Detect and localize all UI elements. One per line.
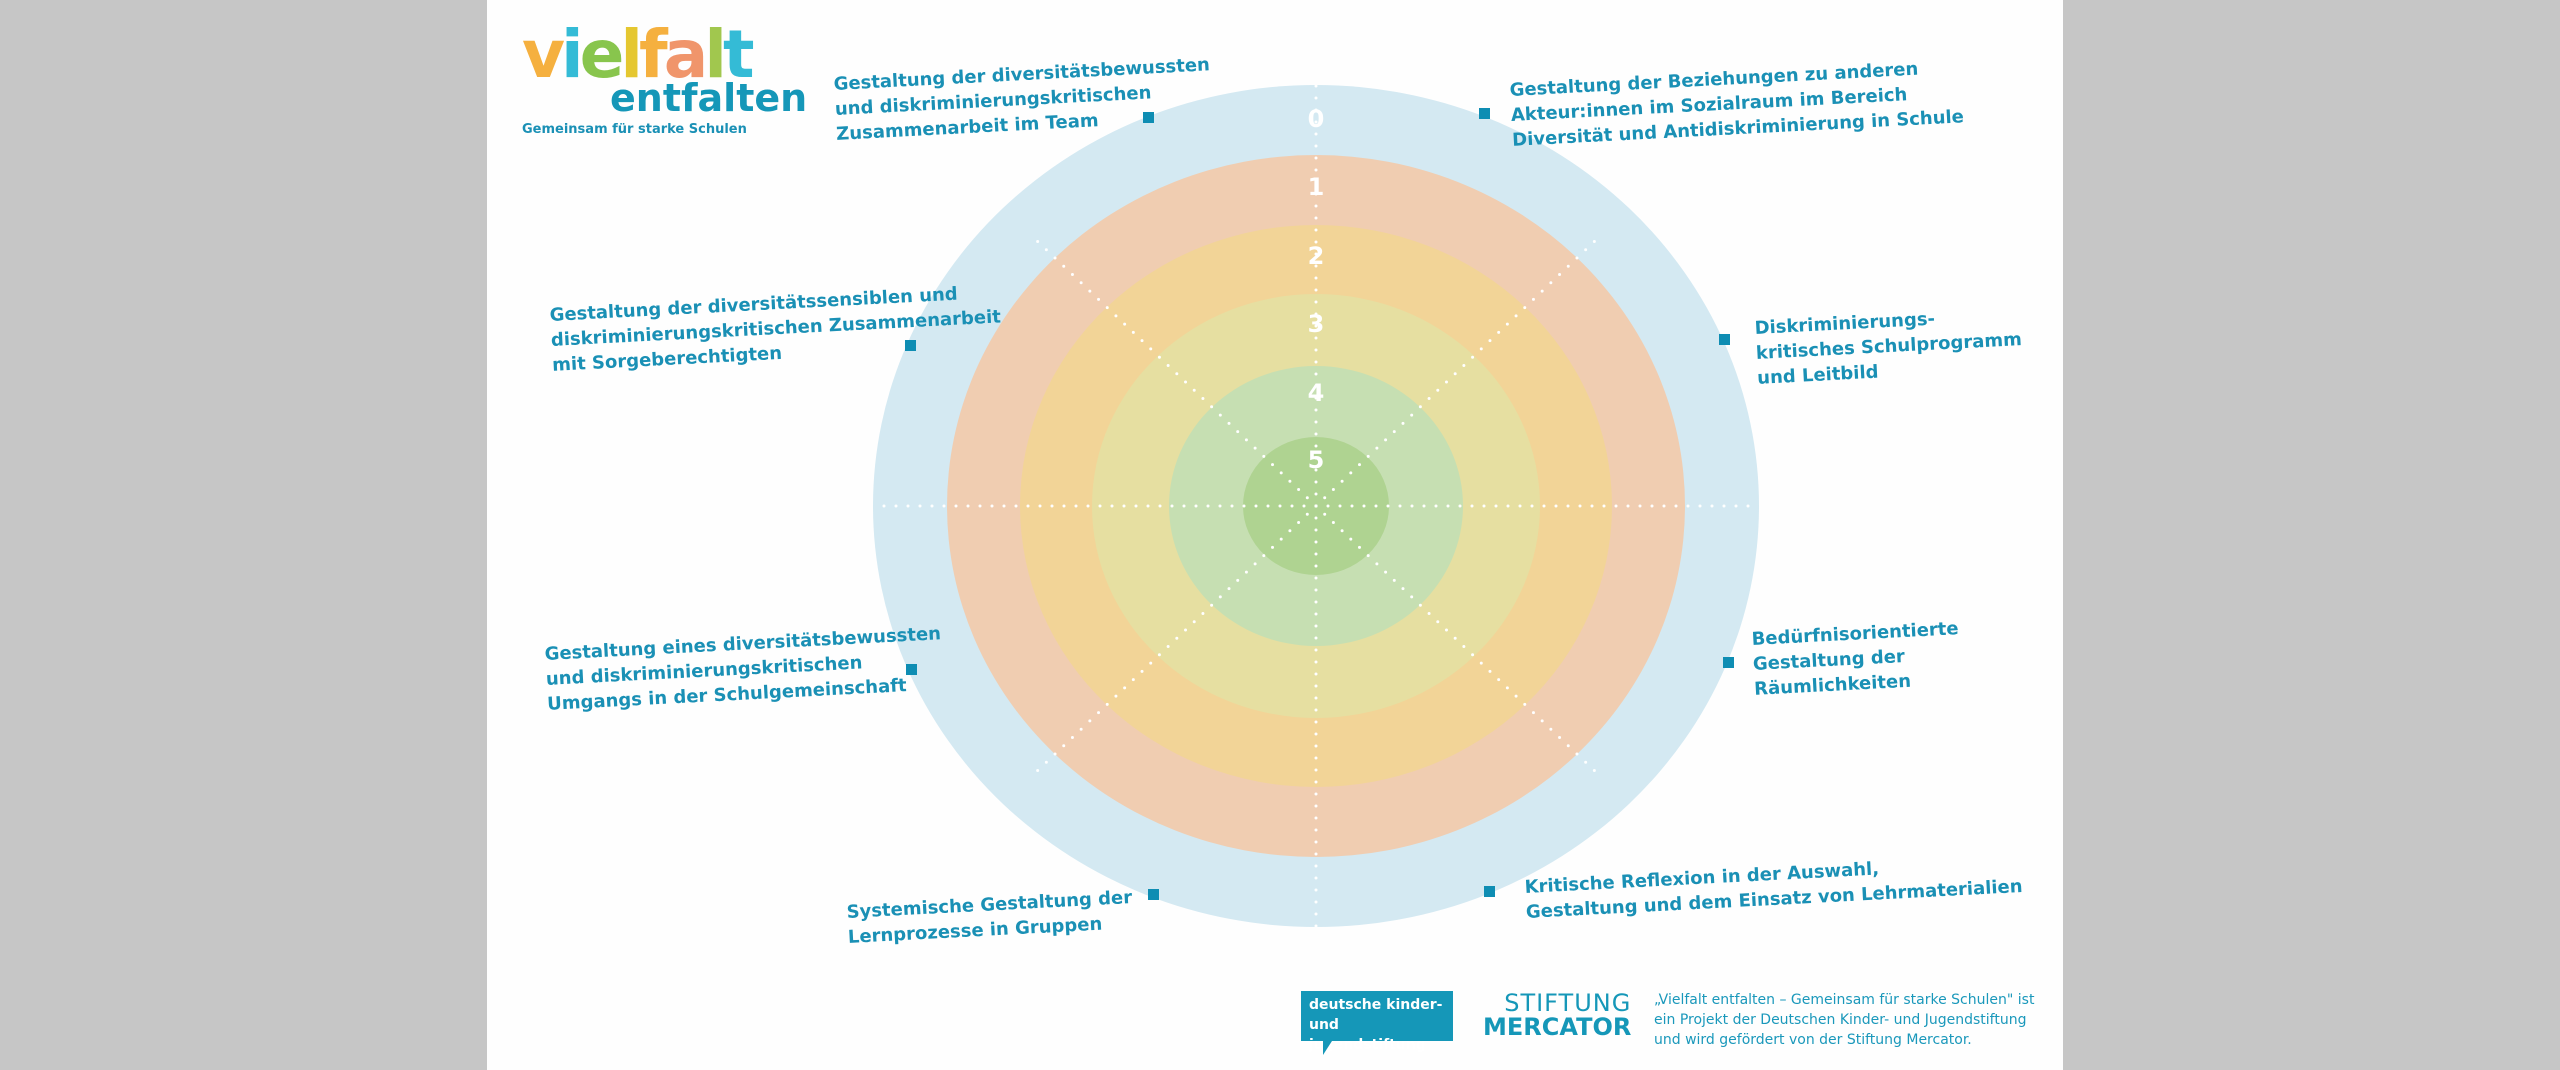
dimension-label: Bedürfnisorientierte Gestaltung der Räumli…	[1751, 616, 1962, 702]
funding-note-line: ein Projekt der Deutschen Kinder- und Ju…	[1654, 1012, 2027, 1028]
logo-letter: f	[639, 16, 668, 93]
funding-note-line: und wird gefördert von der Stiftung Merc…	[1654, 1032, 1972, 1048]
funding-note: „Vielfalt entfalten – Gemeinsam für star…	[1654, 990, 2034, 1050]
level-number-4: 4	[1308, 379, 1325, 407]
stiftung-mercator-logo: STIFTUNG MERCATOR	[1483, 991, 1631, 1039]
dimension-label: Diskriminierungs-kritisches Schulprogram…	[1754, 302, 2024, 391]
logo-letter: v	[522, 16, 565, 93]
spoke-dotted-line	[1032, 236, 1318, 508]
dimension-marker-square	[1719, 334, 1730, 345]
vielfalt-entfalten-logo: vielfalt entfalten	[522, 22, 808, 120]
dimension-marker-square	[1143, 112, 1154, 123]
dkjs-logo-line: und jugendstiftung	[1309, 1017, 1426, 1053]
mercator-logo-line: MERCATOR	[1483, 1013, 1632, 1041]
logo-letter: i	[561, 16, 584, 93]
logo-letter: a	[663, 16, 709, 93]
level-number-1: 1	[1308, 173, 1325, 201]
dimension-marker-square	[905, 340, 916, 351]
logo-letter: l	[620, 16, 643, 93]
dimension-marker-square	[906, 664, 917, 675]
spoke-dotted-line	[1314, 504, 1600, 776]
level-number-0: 0	[1308, 105, 1325, 133]
level-number-3: 3	[1308, 310, 1325, 338]
logo-tagline: Gemeinsam für starke Schulen	[522, 122, 747, 137]
level-number-2: 2	[1308, 242, 1325, 270]
logo-word-entfalten: entfalten	[610, 76, 808, 120]
mercator-logo-line: STIFTUNG	[1504, 989, 1632, 1017]
logo-letter: t	[722, 16, 755, 93]
dimension-marker-square	[1148, 889, 1159, 900]
spoke-dotted-line	[1314, 236, 1600, 508]
logo-letter: l	[704, 16, 727, 93]
dkjs-logo-line: deutsche kinder-	[1309, 997, 1443, 1013]
spoke-dotted-line	[1032, 504, 1318, 776]
dimension-marker-square	[1484, 886, 1495, 897]
dkjs-logo: deutsche kinder- und jugendstiftung	[1301, 991, 1453, 1055]
dimension-marker-square	[1479, 108, 1490, 119]
dimension-marker-square	[1723, 657, 1734, 668]
funding-note-line: „Vielfalt entfalten – Gemeinsam für star…	[1654, 992, 2035, 1008]
logo-word-vielfalt: vielfalt	[522, 22, 807, 88]
level-number-5: 5	[1308, 446, 1325, 474]
logo-letter: e	[579, 16, 625, 93]
